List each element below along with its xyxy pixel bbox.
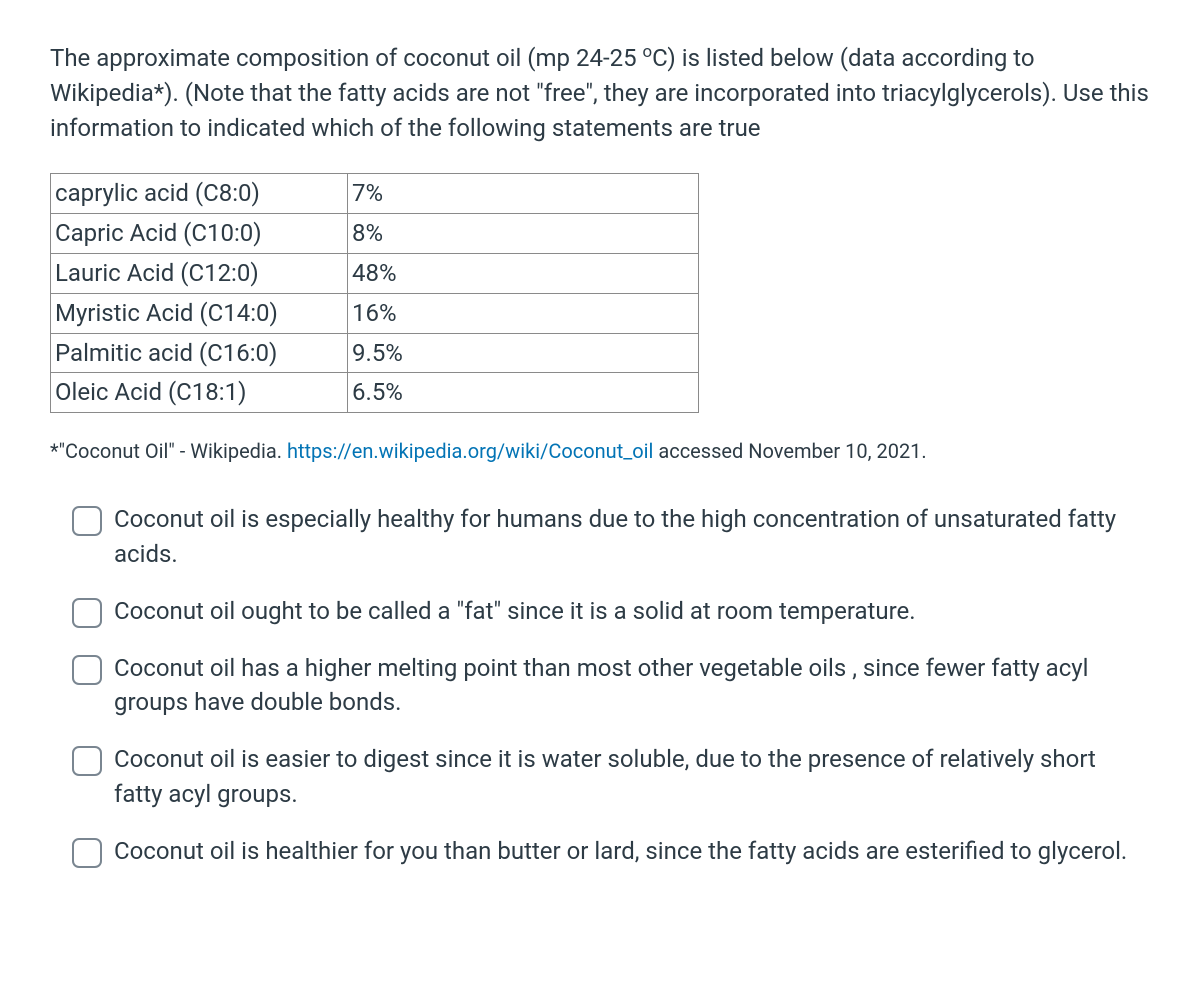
acid-name: caprylic acid (C8:0) — [51, 174, 348, 214]
option-text: Coconut oil ought to be called a "fat" s… — [114, 594, 1150, 629]
answer-option: Coconut oil is easier to digest since it… — [72, 742, 1150, 812]
table-row: Palmitic acid (C16:0) 9.5% — [51, 333, 699, 373]
citation-prefix: *"Coconut Oil" - Wikipedia. — [50, 439, 287, 463]
answer-option: Coconut oil is healthier for you than bu… — [72, 834, 1150, 869]
acid-value: 9.5% — [348, 333, 699, 373]
option-text: Coconut oil has a higher melting point t… — [114, 651, 1150, 721]
checkbox[interactable] — [72, 598, 102, 628]
answer-option: Coconut oil ought to be called a "fat" s… — [72, 594, 1150, 629]
citation-suffix: accessed November 10, 2021. — [653, 439, 926, 463]
acid-name: Oleic Acid (C18:1) — [51, 373, 348, 413]
checkbox[interactable] — [72, 506, 102, 536]
answer-option: Coconut oil has a higher melting point t… — [72, 651, 1150, 721]
question-intro: The approximate composition of coconut o… — [50, 40, 1150, 145]
table-row: Capric Acid (C10:0) 8% — [51, 214, 699, 254]
option-text: Coconut oil is easier to digest since it… — [114, 742, 1150, 812]
acid-name: Palmitic acid (C16:0) — [51, 333, 348, 373]
answer-options: Coconut oil is especially healthy for hu… — [50, 502, 1150, 868]
checkbox[interactable] — [72, 838, 102, 868]
acid-value: 16% — [348, 293, 699, 333]
acid-name: Myristic Acid (C14:0) — [51, 293, 348, 333]
acid-name: Lauric Acid (C12:0) — [51, 253, 348, 293]
acid-name: Capric Acid (C10:0) — [51, 214, 348, 254]
option-text: Coconut oil is healthier for you than bu… — [114, 834, 1150, 869]
table-row: Oleic Acid (C18:1) 6.5% — [51, 373, 699, 413]
answer-option: Coconut oil is especially healthy for hu… — [72, 502, 1150, 572]
table-row: Lauric Acid (C12:0) 48% — [51, 253, 699, 293]
acid-value: 48% — [348, 253, 699, 293]
citation: *"Coconut Oil" - Wikipedia. https://en.w… — [50, 437, 1150, 466]
acid-value: 7% — [348, 174, 699, 214]
acid-value: 6.5% — [348, 373, 699, 413]
composition-table: caprylic acid (C8:0) 7% Capric Acid (C10… — [50, 173, 699, 413]
table-row: caprylic acid (C8:0) 7% — [51, 174, 699, 214]
checkbox[interactable] — [72, 746, 102, 776]
table-row: Myristic Acid (C14:0) 16% — [51, 293, 699, 333]
checkbox[interactable] — [72, 655, 102, 685]
citation-link[interactable]: https://en.wikipedia.org/wiki/Coconut_oi… — [287, 439, 653, 463]
option-text: Coconut oil is especially healthy for hu… — [114, 502, 1150, 572]
acid-value: 8% — [348, 214, 699, 254]
